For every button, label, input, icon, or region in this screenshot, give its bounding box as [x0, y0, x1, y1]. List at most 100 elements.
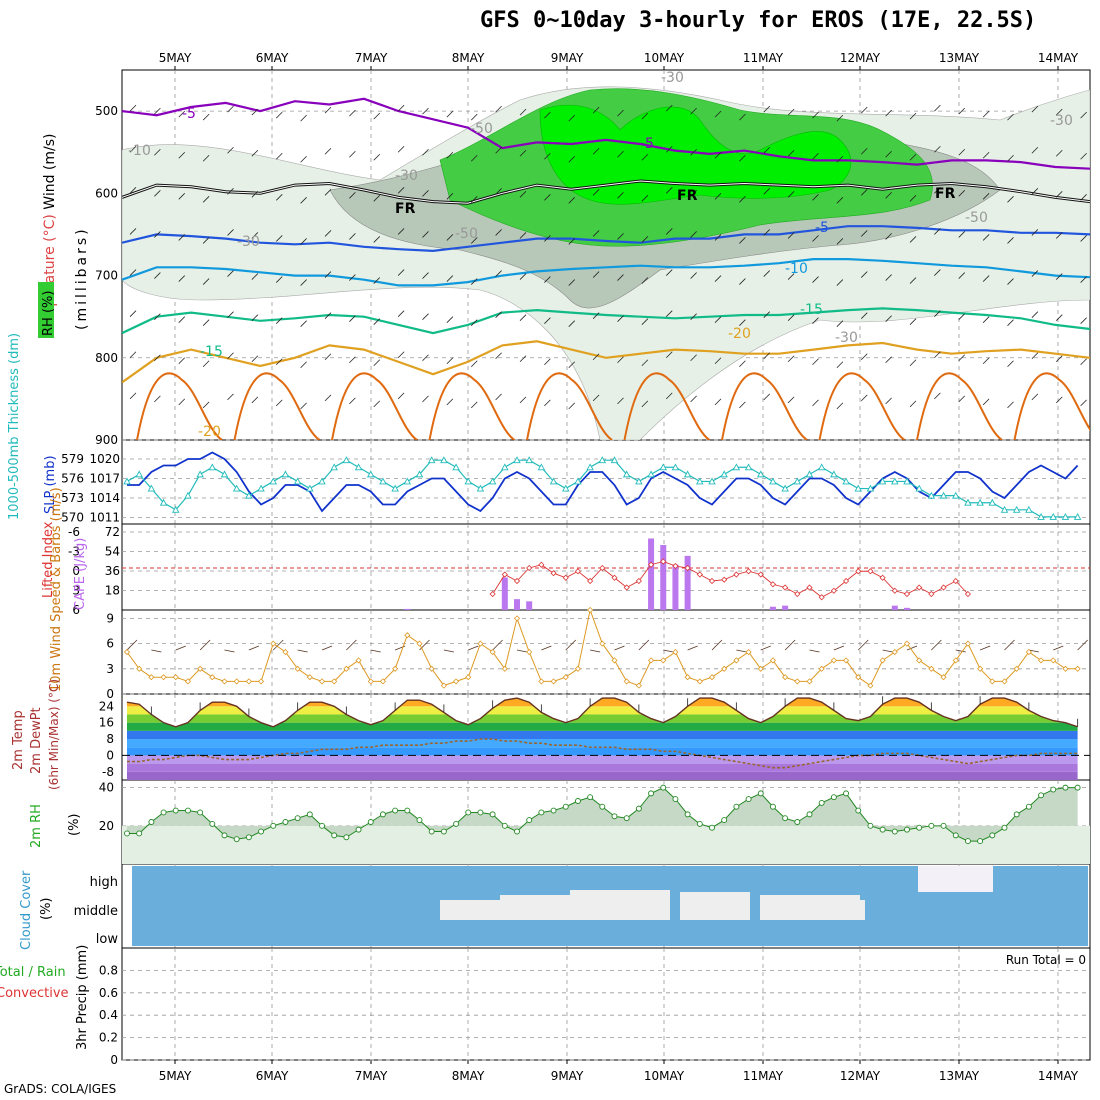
wind-barb — [227, 188, 234, 195]
rh-point — [916, 824, 923, 831]
rh-point — [124, 830, 130, 837]
thickness-point — [525, 456, 533, 464]
top-date-label: 7MAY — [355, 51, 388, 65]
rh-point — [964, 838, 971, 845]
wind-barb — [1007, 401, 1014, 409]
cloud-level-label: low — [96, 932, 119, 947]
wind-barb — [836, 402, 844, 410]
thickness-point — [696, 477, 704, 485]
isotherm-label: -30 — [395, 168, 418, 184]
rh-point — [172, 807, 179, 814]
wind-barb — [446, 316, 454, 323]
thickness-point — [622, 470, 631, 478]
wind-barb — [373, 359, 381, 367]
li-point — [721, 576, 728, 583]
wind-barb — [422, 231, 429, 238]
wind-speed-point — [245, 678, 252, 685]
wind-barb — [934, 228, 941, 235]
li-point — [842, 577, 850, 585]
li-point — [830, 587, 837, 594]
thickness-point — [598, 456, 607, 464]
wind-barb — [568, 402, 576, 410]
wind-barb — [422, 395, 429, 403]
wind-barb — [1031, 188, 1039, 195]
rh-point — [928, 822, 935, 829]
thickness-point — [257, 484, 265, 492]
wind-speed-point — [489, 648, 496, 656]
wind-barb-10m — [468, 645, 479, 651]
temp-band — [127, 771, 1078, 780]
wind-barb — [397, 310, 405, 317]
rh-point — [233, 836, 240, 843]
slp-tick-label: 1011 — [89, 511, 120, 525]
thickness-point — [964, 498, 972, 506]
wind-barb — [763, 352, 771, 360]
rh-point — [1062, 784, 1069, 791]
rh-point — [379, 811, 386, 818]
wind-barb — [958, 395, 966, 403]
wind-speed-point — [769, 657, 777, 664]
wind-barb — [300, 114, 307, 122]
li-ylabel: Lifted Index — [41, 521, 56, 598]
temp-band — [127, 730, 1078, 740]
cape-bar — [769, 606, 776, 610]
wind-barb — [227, 146, 234, 154]
precip-tick-label: 0.4 — [99, 1008, 118, 1022]
wind-barb — [470, 319, 478, 326]
thickness-point — [1025, 505, 1033, 513]
wind-barb — [860, 106, 868, 114]
wind-speed-point — [148, 674, 155, 681]
li-point — [696, 571, 703, 578]
isotherm-label: -20 — [728, 326, 751, 342]
thickness-point — [281, 470, 290, 478]
wind-barb-10m — [272, 639, 284, 651]
wind-barb — [1055, 149, 1063, 157]
rh-legend-swatch — [38, 282, 54, 338]
rh-point — [416, 817, 423, 824]
wind-barb — [885, 315, 892, 322]
cloud-level-label: high — [90, 875, 118, 890]
wind-barb — [154, 231, 161, 238]
temp-tick-label: -8 — [102, 765, 114, 779]
isotherm-label: FR — [395, 201, 416, 217]
bottom-date-label: 6MAY — [256, 1069, 289, 1083]
wind-barb — [373, 153, 381, 161]
bottom-date-label: 11MAY — [743, 1069, 784, 1083]
isotherm-label: -5 — [640, 136, 654, 152]
rh-point — [1074, 784, 1081, 791]
rh-point — [830, 794, 837, 801]
rh-point — [562, 803, 569, 810]
li-point — [757, 571, 764, 578]
wind-speed-point — [136, 665, 143, 672]
wind-barb — [154, 272, 161, 279]
thickness-point — [647, 470, 655, 478]
wind-speed-point — [282, 648, 289, 656]
wind-barb — [787, 232, 795, 239]
wind-barb — [665, 187, 673, 194]
rh-point — [1013, 811, 1020, 818]
li-tick-label: 3 — [72, 584, 80, 598]
thickness-ylabel: 1000-500mb Thickness (dm) — [7, 333, 22, 520]
li-point — [733, 571, 740, 578]
bottom-date-label: 12MAY — [840, 1069, 881, 1083]
thickness-line — [126, 459, 1078, 518]
wind-barb — [617, 109, 624, 117]
thickness-point — [159, 498, 168, 506]
wind-speed-point — [257, 678, 265, 685]
rh-point — [148, 819, 155, 825]
temp-tick-label: 16 — [99, 716, 114, 730]
rh-point — [709, 824, 715, 831]
wind-barb — [470, 196, 478, 203]
wind-barb-10m — [931, 639, 942, 651]
rh-point — [282, 819, 289, 825]
isotherm-freezing-inner — [122, 180, 1090, 204]
rh-tick-label: 40 — [99, 781, 114, 795]
slp-tick-label: 1014 — [89, 491, 120, 505]
wind-speed-point — [977, 665, 984, 672]
thickness-point — [488, 477, 497, 485]
wind-ylabel: 10m Wind Speed & Barbs (m/s) — [49, 487, 64, 692]
wind-speed-point — [513, 615, 521, 622]
wind-barb — [909, 359, 917, 367]
wind-speed-point — [1013, 665, 1020, 672]
wind-speed-point — [172, 674, 179, 681]
